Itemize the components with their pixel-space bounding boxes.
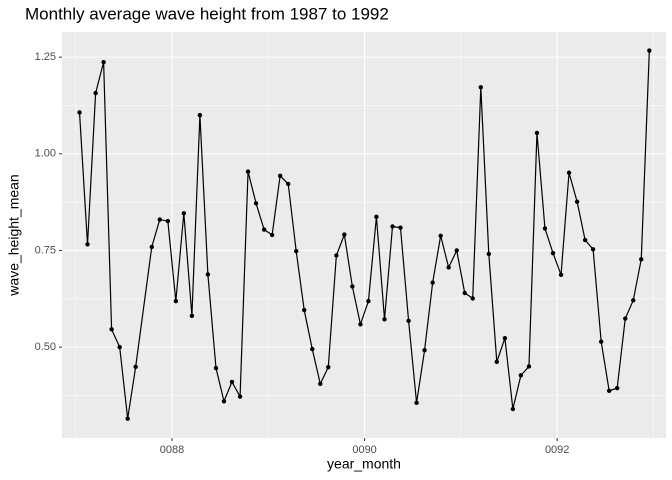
point xyxy=(229,379,235,385)
point xyxy=(502,336,508,341)
point xyxy=(558,272,564,278)
point xyxy=(422,348,427,353)
y-axis-title: wave_height_mean xyxy=(6,174,22,296)
point xyxy=(197,112,203,118)
point xyxy=(189,313,195,319)
point xyxy=(253,201,259,206)
point xyxy=(647,48,652,53)
point xyxy=(117,344,122,350)
y-tick-label: 1.00 xyxy=(35,148,56,160)
point xyxy=(398,225,403,230)
point xyxy=(133,364,138,370)
x-tick-label: 0092 xyxy=(545,444,569,456)
point xyxy=(101,59,106,65)
point xyxy=(382,317,387,322)
y-tick-label: 1.25 xyxy=(35,51,56,63)
point xyxy=(574,199,580,204)
point xyxy=(77,110,82,115)
point xyxy=(237,394,243,399)
point xyxy=(173,298,179,304)
point xyxy=(286,181,291,187)
point xyxy=(478,85,484,90)
point xyxy=(639,257,644,262)
point xyxy=(350,284,355,289)
y-tick-label: 0.50 xyxy=(35,341,56,353)
point xyxy=(326,365,331,370)
point xyxy=(181,211,187,216)
point xyxy=(623,316,628,321)
point xyxy=(125,416,130,421)
point xyxy=(294,249,299,254)
point xyxy=(598,339,604,344)
point xyxy=(542,226,548,231)
y-tick-label: 0.75 xyxy=(35,244,56,256)
point xyxy=(165,218,171,224)
point xyxy=(582,237,588,243)
point xyxy=(334,253,339,258)
point xyxy=(318,381,323,387)
point xyxy=(606,388,612,394)
chart-title: Monthly average wave height from 1987 to… xyxy=(25,4,389,23)
point xyxy=(510,406,516,412)
x-axis-title: year_month xyxy=(327,456,401,472)
point xyxy=(157,217,162,222)
point xyxy=(310,346,315,352)
point xyxy=(245,169,251,174)
point xyxy=(566,170,572,175)
point xyxy=(301,307,307,313)
point xyxy=(414,400,419,406)
point xyxy=(631,298,636,303)
point xyxy=(518,373,524,378)
point xyxy=(486,251,492,257)
point xyxy=(534,130,540,136)
point xyxy=(109,327,114,332)
point xyxy=(213,365,219,371)
point xyxy=(550,250,556,256)
point xyxy=(342,232,347,237)
point xyxy=(438,233,443,238)
point xyxy=(526,364,532,369)
point xyxy=(205,272,211,277)
point xyxy=(269,232,275,238)
plot-panel xyxy=(62,32,666,438)
point xyxy=(221,399,227,404)
point xyxy=(454,248,459,253)
point xyxy=(430,280,435,285)
point xyxy=(614,385,620,391)
x-tick-label: 0090 xyxy=(352,444,376,456)
point xyxy=(85,242,90,247)
point xyxy=(390,224,395,229)
point xyxy=(358,322,363,327)
point xyxy=(462,290,467,296)
point xyxy=(149,244,154,250)
point xyxy=(406,318,411,324)
point xyxy=(277,173,283,179)
point xyxy=(93,90,98,96)
point xyxy=(470,296,475,301)
point xyxy=(494,359,499,365)
x-tick-label: 0088 xyxy=(160,444,184,456)
point xyxy=(590,247,596,252)
point xyxy=(374,214,379,220)
point xyxy=(261,227,267,232)
point xyxy=(446,265,451,270)
point xyxy=(366,298,371,304)
